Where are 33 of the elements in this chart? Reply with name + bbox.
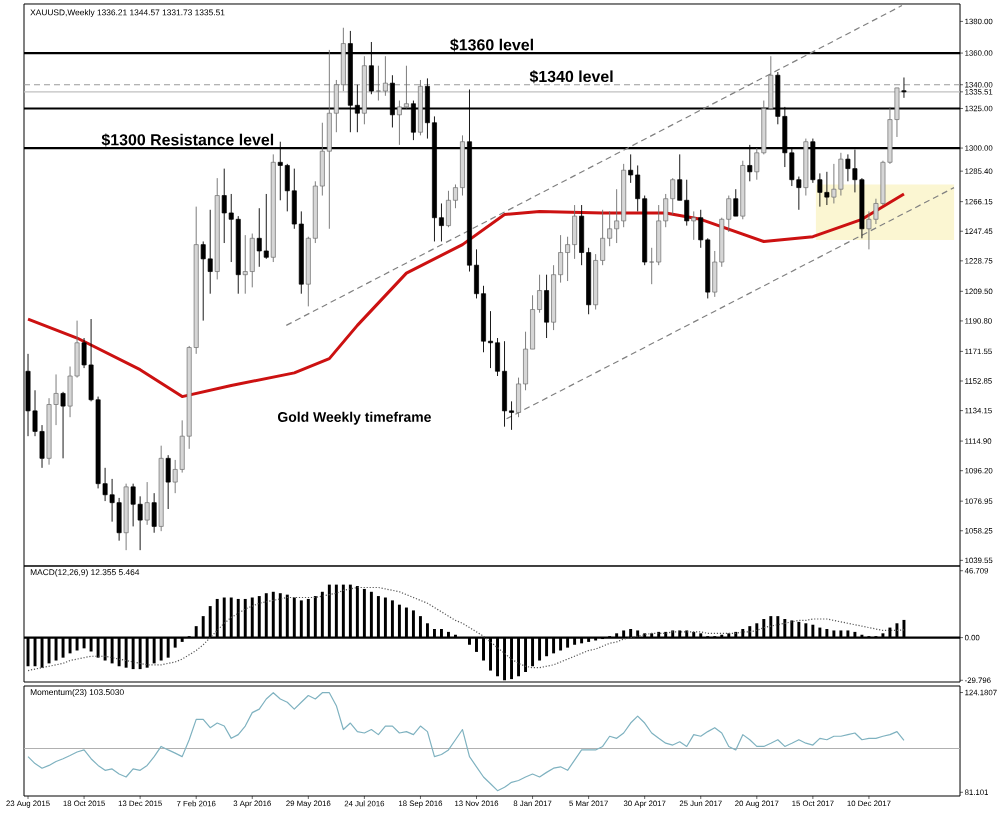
candlestick: [263, 193, 269, 260]
candlestick: [733, 188, 739, 217]
candlestick: [326, 49, 332, 230]
candlestick: [460, 134, 465, 196]
candlestick: [375, 65, 381, 102]
candlestick: [838, 152, 844, 196]
candlestick: [165, 454, 171, 510]
candlestick: [249, 233, 255, 288]
candlestick: [417, 79, 423, 136]
candlestick: [221, 168, 227, 244]
candlestick: [403, 65, 409, 109]
candlestick: [670, 177, 676, 215]
candlestick: [901, 77, 907, 99]
candlestick: [382, 55, 388, 97]
candlestick: [361, 55, 367, 125]
candlestick: [572, 204, 578, 260]
candlestick: [691, 210, 697, 241]
candlestick: [544, 274, 550, 339]
candlestick: [824, 171, 830, 206]
candlestick: [200, 241, 206, 322]
candlestick: [446, 190, 451, 228]
candlestick: [151, 492, 157, 534]
candlestick: [60, 391, 66, 459]
candlestick: [144, 481, 150, 526]
candlestick: [123, 483, 129, 551]
candlestick: [803, 138, 809, 196]
candlestick: [502, 340, 507, 428]
candlestick: [242, 234, 248, 295]
candlestick: [256, 207, 262, 268]
candlestick: [684, 179, 690, 227]
line-series: [26, 192, 906, 399]
candlestick: [396, 100, 402, 146]
candlestick: [656, 204, 662, 266]
